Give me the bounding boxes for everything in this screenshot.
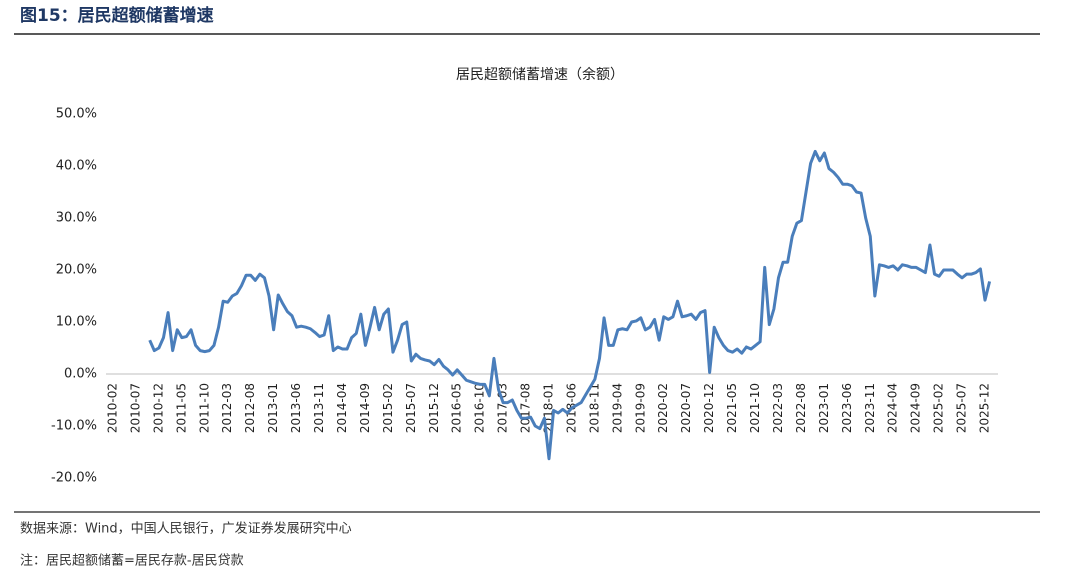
x-tick-label: 2015-07 <box>404 383 418 433</box>
y-tick-label: 50.0% <box>56 107 97 122</box>
y-tick-label: 0.0% <box>64 367 97 382</box>
x-tick-label: 2011-10 <box>197 383 211 433</box>
x-tick-label: 2024-09 <box>909 383 923 433</box>
x-tick-label: 2014-09 <box>358 383 372 433</box>
x-tick-label: 2019-09 <box>633 383 647 433</box>
y-tick-label: 40.0% <box>56 159 97 174</box>
x-tick-label: 2013-01 <box>266 383 280 433</box>
series-line <box>148 149 992 461</box>
figure-title: 图15：居民超额储蓄增速 <box>20 5 214 26</box>
x-tick-label: 2016-10 <box>473 383 487 433</box>
x-tick-label: 2023-01 <box>817 383 831 433</box>
x-tick-label: 2012-03 <box>220 383 234 433</box>
x-tick-label: 2012-08 <box>243 383 257 433</box>
x-tick-label: 2021-10 <box>748 383 762 433</box>
x-tick-label: 2015-02 <box>381 383 395 433</box>
x-tick-label: 2019-04 <box>610 383 624 433</box>
x-tick-label: 2024-04 <box>886 383 900 433</box>
source: 数据来源：Wind，中国人民银行，广发证券发展研究中心 <box>20 521 352 537</box>
y-tick-label: 30.0% <box>56 211 97 226</box>
x-tick-label: 2014-04 <box>335 383 349 433</box>
note: 注：居民超额储蓄=居民存款-居民贷款 <box>20 554 244 569</box>
x-tick-label: 2018-11 <box>587 383 601 433</box>
x-tick-label: 2010-07 <box>128 383 142 433</box>
x-tick-label: 2015-12 <box>427 383 441 433</box>
x-tick-label: 2021-05 <box>725 383 739 433</box>
x-tick-label: 2016-05 <box>450 383 464 433</box>
x-tick-label: 2025-12 <box>978 383 992 433</box>
x-tick-label: 2010-02 <box>106 383 120 433</box>
x-tick-label: 2020-12 <box>702 383 716 433</box>
x-tick-label: 2025-07 <box>955 383 969 433</box>
x-tick-label: 2023-11 <box>863 383 877 433</box>
x-tick-label: 2013-06 <box>289 383 303 433</box>
x-tick-label: 2017-08 <box>519 383 533 433</box>
x-tick-label: 2010-12 <box>151 383 165 433</box>
x-tick-label: 2022-03 <box>771 383 785 433</box>
x-tick-label: 2020-02 <box>656 383 670 433</box>
y-tick-label: -10.0% <box>51 419 97 434</box>
y-tick-label: 20.0% <box>56 263 97 278</box>
chart-title: 居民超额储蓄增速（余额） <box>456 66 624 83</box>
y-tick-label: -20.0% <box>51 471 97 486</box>
x-tick-label: 2025-02 <box>932 383 946 433</box>
y-tick-label: 10.0% <box>56 315 97 330</box>
x-tick-label: 2011-05 <box>174 383 188 433</box>
x-tick-label: 2022-08 <box>794 383 808 433</box>
x-tick-label: 2020-07 <box>679 383 693 433</box>
x-tick-label: 2023-06 <box>840 383 854 433</box>
x-tick-label: 2013-11 <box>312 383 326 433</box>
